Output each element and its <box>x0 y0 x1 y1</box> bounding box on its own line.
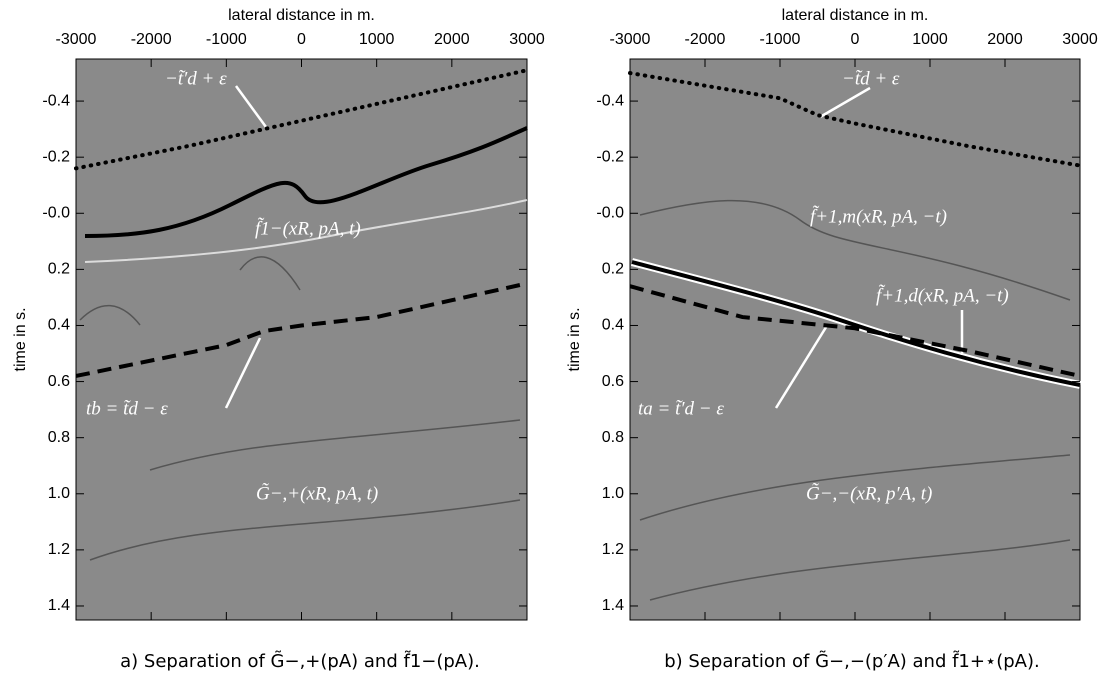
x-tick-label: 0 <box>297 31 306 48</box>
x-axis-title: lateral distance in m. <box>782 7 929 24</box>
x-tick-label: 2000 <box>987 31 1023 48</box>
annotation: f̃1−(xR, pA, t) <box>255 217 361 239</box>
curve <box>629 284 1081 378</box>
y-tick-label: -0.0 <box>42 204 70 221</box>
annotation: f̃+1,m(xR, pA, −t) <box>810 205 947 227</box>
annotation: tb = t̃d − ε <box>86 398 168 419</box>
y-tick-label: -0.0 <box>596 204 624 221</box>
seismic-events <box>79 126 1081 601</box>
x-tick-label: 3000 <box>509 31 545 48</box>
annotation: −t̃′d + ε <box>165 68 227 89</box>
y-tick-label: -0.2 <box>596 148 624 165</box>
y-tick-label: 0.4 <box>602 317 624 334</box>
annotation: ta = t̃′d − ε <box>638 398 724 419</box>
x-tick-label: 1000 <box>912 31 948 48</box>
panel-b-image <box>629 58 1081 621</box>
y-tick-label: 1.2 <box>48 541 70 558</box>
y-tick-label: -0.4 <box>596 92 624 109</box>
y-tick-label: 0.4 <box>48 317 70 334</box>
caption: a) Separation of G̃−,+(pA) and f̃1−(pA). <box>120 651 480 672</box>
x-tick-label: 1000 <box>359 31 395 48</box>
annotation: f̃+1,d(xR, pA, −t) <box>876 284 1009 306</box>
x-tick-label: 3000 <box>1062 31 1098 48</box>
y-tick-label: 0.2 <box>602 261 624 278</box>
arrows <box>224 85 964 409</box>
y-tick-label: 1.0 <box>48 485 70 502</box>
y-tick-label: 0.6 <box>602 373 624 390</box>
x-tick-label: -2000 <box>131 31 172 48</box>
curve <box>628 71 1082 168</box>
y-tick-label: -0.2 <box>42 148 70 165</box>
x-tick-label: -1000 <box>206 31 247 48</box>
x-tick-label: -3000 <box>56 31 97 48</box>
y-tick-label: 1.0 <box>602 485 624 502</box>
y-tick-label: 0.8 <box>602 429 624 446</box>
y-tick-label: 0.8 <box>48 429 70 446</box>
annotation: −t̃d + ε <box>842 68 900 89</box>
panel-a-image <box>75 58 528 621</box>
x-tick-label: -2000 <box>685 31 726 48</box>
y-axis-title: time in s. <box>566 307 583 371</box>
y-axis-title: time in s. <box>12 307 29 371</box>
annotation: G̃−,−(xR, p′A, t) <box>806 483 932 504</box>
x-tick-label: 2000 <box>434 31 470 48</box>
caption: b) Separation of G̃−,−(p′A) and f̃1+⋆(pA… <box>664 651 1040 672</box>
y-tick-label: -0.4 <box>42 92 70 109</box>
y-tick-label: 0.2 <box>48 261 70 278</box>
y-tick-label: 1.4 <box>48 597 70 614</box>
y-tick-label: 1.2 <box>602 541 624 558</box>
y-tick-label: 1.4 <box>602 597 624 614</box>
curve <box>75 281 528 378</box>
x-tick-label: 0 <box>851 31 860 48</box>
curve <box>74 68 529 171</box>
x-tick-label: -1000 <box>760 31 801 48</box>
x-tick-label: -3000 <box>610 31 651 48</box>
y-tick-label: 0.6 <box>48 373 70 390</box>
x-axis-title: lateral distance in m. <box>228 7 375 24</box>
annotation: G̃−,+(xR, pA, t) <box>256 483 378 504</box>
